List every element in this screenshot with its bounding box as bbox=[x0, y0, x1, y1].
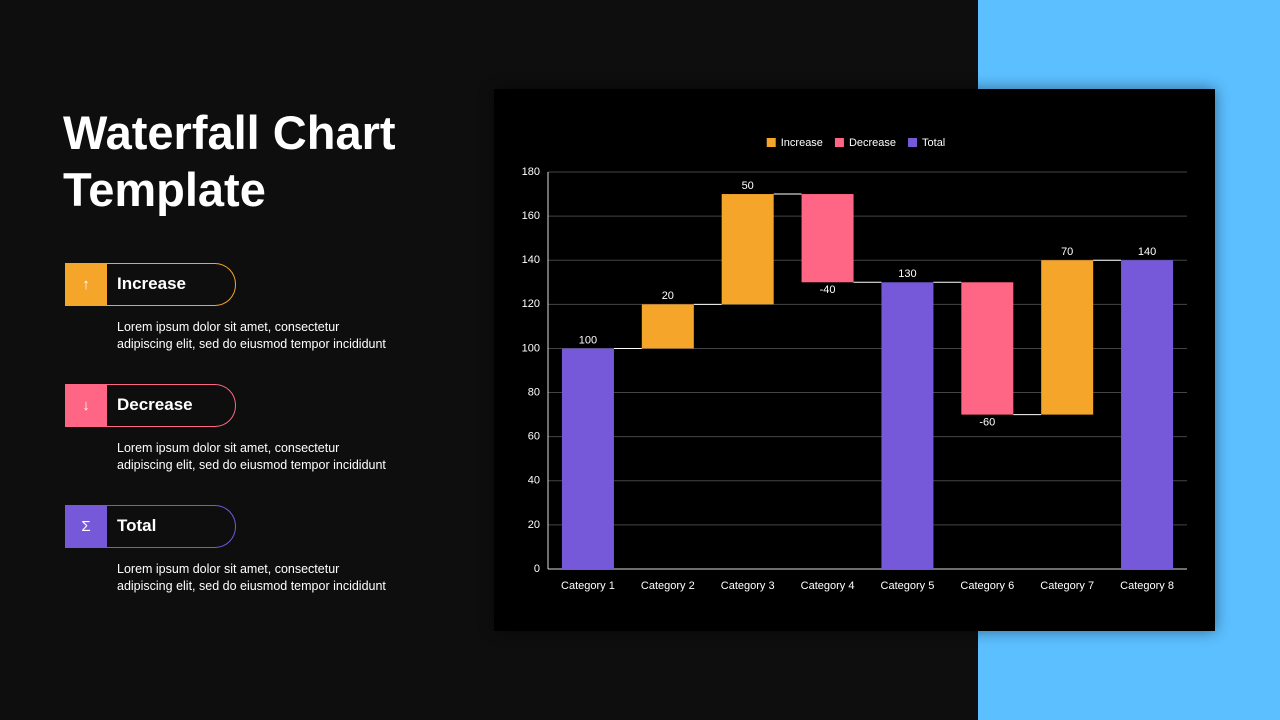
slide-title: Waterfall Chart Template bbox=[63, 106, 396, 216]
text-line: adipiscing elit, sed do eiusmod tempor i… bbox=[117, 579, 386, 593]
card-text: Lorem ipsum dolor sit amet, consectetur a… bbox=[117, 561, 386, 595]
bar bbox=[561, 348, 614, 569]
bar bbox=[801, 194, 854, 283]
value-label: -60 bbox=[979, 417, 995, 429]
legend-swatch bbox=[908, 138, 918, 147]
legend-swatch bbox=[766, 138, 776, 147]
y-tick-label: 140 bbox=[522, 254, 540, 266]
y-tick-label: 20 bbox=[528, 519, 540, 531]
value-label: 130 bbox=[898, 268, 916, 280]
bar bbox=[1121, 260, 1174, 569]
chart: 0 20 40 60 80 100 120 140 160 180 Category 1 100 Cat… bbox=[522, 137, 1187, 592]
legend-label: Decrease bbox=[849, 137, 896, 149]
x-tick-label: Category 5 bbox=[881, 580, 935, 592]
value-label: 140 bbox=[1138, 246, 1156, 258]
y-tick-label: 80 bbox=[528, 386, 540, 398]
y-tick-label: 40 bbox=[528, 475, 540, 487]
y-tick-label: 120 bbox=[522, 298, 540, 310]
x-tick-label: Category 6 bbox=[960, 580, 1014, 592]
legend-label: Total bbox=[922, 137, 945, 149]
y-tick-label: 180 bbox=[522, 166, 540, 178]
card-text: Lorem ipsum dolor sit amet, consectetur a… bbox=[117, 319, 386, 353]
x-tick-label: Category 7 bbox=[1040, 580, 1094, 592]
value-label: 50 bbox=[742, 180, 754, 192]
x-tick-label: Category 1 bbox=[561, 580, 615, 592]
legend-card: ↓ Decrease Lorem ipsum dolor sit amet, con… bbox=[65, 384, 465, 472]
chart-panel: 0 20 40 60 80 100 120 140 160 180 Category 1 100 Cat… bbox=[494, 89, 1215, 631]
card-label: Increase bbox=[117, 274, 186, 293]
card-outline bbox=[107, 384, 236, 427]
card-icon: ↑ bbox=[65, 263, 107, 306]
y-tick-label: 100 bbox=[522, 342, 540, 354]
card-outline bbox=[107, 505, 236, 548]
value-label: 20 bbox=[662, 290, 674, 302]
card-text: Lorem ipsum dolor sit amet, consectetur a… bbox=[117, 440, 386, 474]
value-label: 100 bbox=[579, 334, 597, 346]
legend: Increase Decrease Total bbox=[766, 137, 945, 149]
card-icon: Σ bbox=[65, 505, 107, 548]
text-line: Lorem ipsum dolor sit amet, consectetur bbox=[117, 320, 340, 334]
card-label: Decrease bbox=[117, 395, 193, 414]
bar bbox=[641, 304, 694, 349]
y-tick-label: 160 bbox=[522, 210, 540, 222]
text-line: Lorem ipsum dolor sit amet, consectetur bbox=[117, 441, 340, 455]
card-icon: ↓ bbox=[65, 384, 107, 427]
text-line: adipiscing elit, sed do eiusmod tempor i… bbox=[117, 458, 386, 472]
x-tick-label: Category 3 bbox=[721, 580, 775, 592]
y-tick-label: 60 bbox=[528, 431, 540, 443]
legend-swatch bbox=[834, 138, 844, 147]
legend-label: Increase bbox=[781, 137, 823, 149]
card-outline bbox=[107, 263, 236, 306]
value-label: -40 bbox=[820, 284, 836, 296]
bar bbox=[961, 282, 1014, 415]
y-tick-label: 0 bbox=[534, 563, 540, 575]
value-label: 70 bbox=[1061, 246, 1073, 258]
bar bbox=[721, 194, 774, 305]
bar bbox=[1041, 260, 1094, 415]
text-line: adipiscing elit, sed do eiusmod tempor i… bbox=[117, 337, 386, 351]
bar bbox=[881, 282, 934, 569]
legend-card: ↑ Increase Lorem ipsum dolor sit amet, con… bbox=[65, 263, 465, 351]
text-line: Lorem ipsum dolor sit amet, consectetur bbox=[117, 562, 340, 576]
legend-card: Σ Total Lorem ipsum dolor sit amet, consec… bbox=[65, 505, 465, 593]
x-tick-label: Category 4 bbox=[801, 580, 855, 592]
x-tick-label: Category 8 bbox=[1120, 580, 1174, 592]
x-tick-label: Category 2 bbox=[641, 580, 695, 592]
card-label: Total bbox=[117, 516, 157, 535]
